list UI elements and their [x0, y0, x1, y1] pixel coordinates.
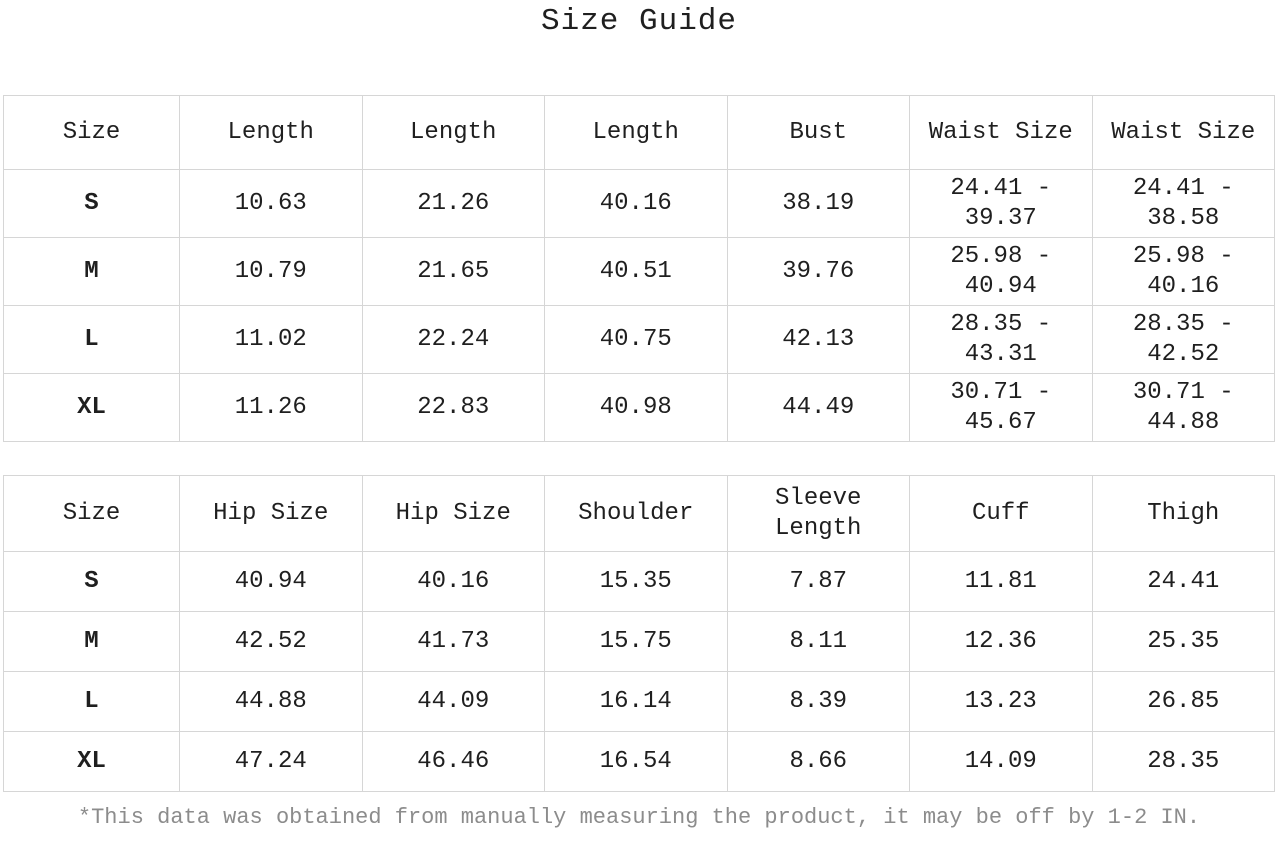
data-cell: 39.76: [726, 237, 910, 306]
data-cell: 30.71 - 44.88: [1091, 373, 1275, 442]
size-cell: L: [3, 671, 180, 732]
data-cell: 11.26: [179, 373, 363, 442]
size-cell: L: [3, 305, 180, 374]
data-cell: 40.75: [544, 305, 728, 374]
data-cell: 40.94: [179, 551, 363, 612]
header-cell-waist-2: Waist Size: [1091, 95, 1275, 170]
header-cell-hip-1: Hip Size: [179, 475, 363, 552]
data-cell: 47.24: [179, 731, 363, 792]
data-cell: 21.26: [361, 169, 545, 238]
page-title: Size Guide: [540, 4, 738, 39]
header-cell-sleeve-length: Sleeve Length: [726, 475, 910, 552]
data-cell: 46.46: [361, 731, 545, 792]
header-cell-hip-2: Hip Size: [361, 475, 545, 552]
data-cell: 14.09: [909, 731, 1093, 792]
data-cell: 42.52: [179, 611, 363, 672]
data-cell: 41.73: [361, 611, 545, 672]
header-cell-waist-1: Waist Size: [909, 95, 1093, 170]
data-cell: 28.35 - 43.31: [909, 305, 1093, 374]
header-cell-length-3: Length: [544, 95, 728, 170]
header-cell-size: Size: [3, 95, 180, 170]
table-row-l: L 11.02 22.24 40.75 42.13 28.35 - 43.31 …: [3, 305, 1275, 374]
data-cell: 22.24: [361, 305, 545, 374]
header-cell-thigh: Thigh: [1091, 475, 1275, 552]
table-row-s: S 40.94 40.16 15.35 7.87 11.81 24.41: [3, 551, 1275, 612]
data-cell: 26.85: [1091, 671, 1275, 732]
size-table-lower: Size Hip Size Hip Size Shoulder Sleeve L…: [3, 475, 1275, 792]
table-row-m: M 10.79 21.65 40.51 39.76 25.98 - 40.94 …: [3, 237, 1275, 306]
size-cell: M: [3, 611, 180, 672]
data-cell: 13.23: [909, 671, 1093, 732]
data-cell: 24.41 - 39.37: [909, 169, 1093, 238]
size-cell: S: [3, 169, 180, 238]
data-cell: 38.19: [726, 169, 910, 238]
table-row-l: L 44.88 44.09 16.14 8.39 13.23 26.85: [3, 671, 1275, 732]
data-cell: 7.87: [726, 551, 910, 612]
data-cell: 22.83: [361, 373, 545, 442]
data-cell: 40.16: [544, 169, 728, 238]
data-cell: 25.35: [1091, 611, 1275, 672]
data-cell: 15.35: [544, 551, 728, 612]
size-cell: S: [3, 551, 180, 612]
header-cell-bust: Bust: [726, 95, 910, 170]
header-cell-shoulder: Shoulder: [544, 475, 728, 552]
data-cell: 10.79: [179, 237, 363, 306]
data-cell: 24.41 - 38.58: [1091, 169, 1275, 238]
header-cell-cuff: Cuff: [909, 475, 1093, 552]
data-cell: 16.14: [544, 671, 728, 732]
data-cell: 21.65: [361, 237, 545, 306]
size-cell: XL: [3, 731, 180, 792]
data-cell: 11.81: [909, 551, 1093, 612]
measurement-disclaimer: *This data was obtained from manually me…: [77, 805, 1201, 830]
data-cell: 44.88: [179, 671, 363, 732]
table-row-m: M 42.52 41.73 15.75 8.11 12.36 25.35: [3, 611, 1275, 672]
data-cell: 44.09: [361, 671, 545, 732]
header-cell-length-2: Length: [361, 95, 545, 170]
data-cell: 44.49: [726, 373, 910, 442]
table-row-xl: XL 47.24 46.46 16.54 8.66 14.09 28.35: [3, 731, 1275, 792]
data-cell: 25.98 - 40.94: [909, 237, 1093, 306]
header-cell-length-1: Length: [179, 95, 363, 170]
data-cell: 40.51: [544, 237, 728, 306]
data-cell: 16.54: [544, 731, 728, 792]
data-cell: 24.41: [1091, 551, 1275, 612]
data-cell: 10.63: [179, 169, 363, 238]
table-row-s: S 10.63 21.26 40.16 38.19 24.41 - 39.37 …: [3, 169, 1275, 238]
data-cell: 42.13: [726, 305, 910, 374]
data-cell: 8.11: [726, 611, 910, 672]
data-cell: 12.36: [909, 611, 1093, 672]
data-cell: 40.16: [361, 551, 545, 612]
data-cell: 15.75: [544, 611, 728, 672]
data-cell: 8.39: [726, 671, 910, 732]
data-cell: 25.98 - 40.16: [1091, 237, 1275, 306]
table-header-row: Size Length Length Length Bust Waist Siz…: [3, 95, 1275, 170]
size-table-upper: Size Length Length Length Bust Waist Siz…: [3, 95, 1275, 442]
table-row-xl: XL 11.26 22.83 40.98 44.49 30.71 - 45.67…: [3, 373, 1275, 442]
table-header-row: Size Hip Size Hip Size Shoulder Sleeve L…: [3, 475, 1275, 552]
data-cell: 28.35: [1091, 731, 1275, 792]
data-cell: 40.98: [544, 373, 728, 442]
size-cell: XL: [3, 373, 180, 442]
data-cell: 30.71 - 45.67: [909, 373, 1093, 442]
header-cell-size: Size: [3, 475, 180, 552]
data-cell: 28.35 - 42.52: [1091, 305, 1275, 374]
data-cell: 8.66: [726, 731, 910, 792]
size-cell: M: [3, 237, 180, 306]
data-cell: 11.02: [179, 305, 363, 374]
